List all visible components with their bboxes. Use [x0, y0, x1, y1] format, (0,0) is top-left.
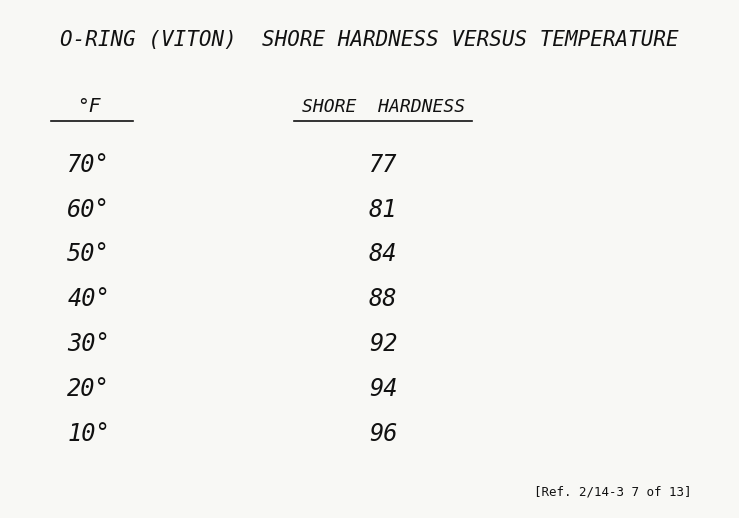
Text: 96: 96 — [369, 422, 398, 446]
Text: 50°: 50° — [67, 242, 110, 266]
Text: 30°: 30° — [67, 332, 110, 356]
Text: SHORE  HARDNESS: SHORE HARDNESS — [302, 98, 465, 117]
Text: O-RING (VITON)  SHORE HARDNESS VERSUS TEMPERATURE: O-RING (VITON) SHORE HARDNESS VERSUS TEM… — [60, 30, 679, 50]
Text: 70°: 70° — [67, 153, 110, 177]
Text: 60°: 60° — [67, 197, 110, 222]
Text: 77: 77 — [369, 153, 398, 177]
Text: °F: °F — [77, 97, 101, 117]
Text: 81: 81 — [369, 197, 398, 222]
Text: [Ref. 2/14-3 7 of 13]: [Ref. 2/14-3 7 of 13] — [534, 485, 692, 498]
Text: 40°: 40° — [67, 287, 110, 311]
Text: 10°: 10° — [67, 422, 110, 446]
Text: 84: 84 — [369, 242, 398, 266]
Text: 92: 92 — [369, 332, 398, 356]
Text: 88: 88 — [369, 287, 398, 311]
Text: 20°: 20° — [67, 377, 110, 401]
Text: 94: 94 — [369, 377, 398, 401]
